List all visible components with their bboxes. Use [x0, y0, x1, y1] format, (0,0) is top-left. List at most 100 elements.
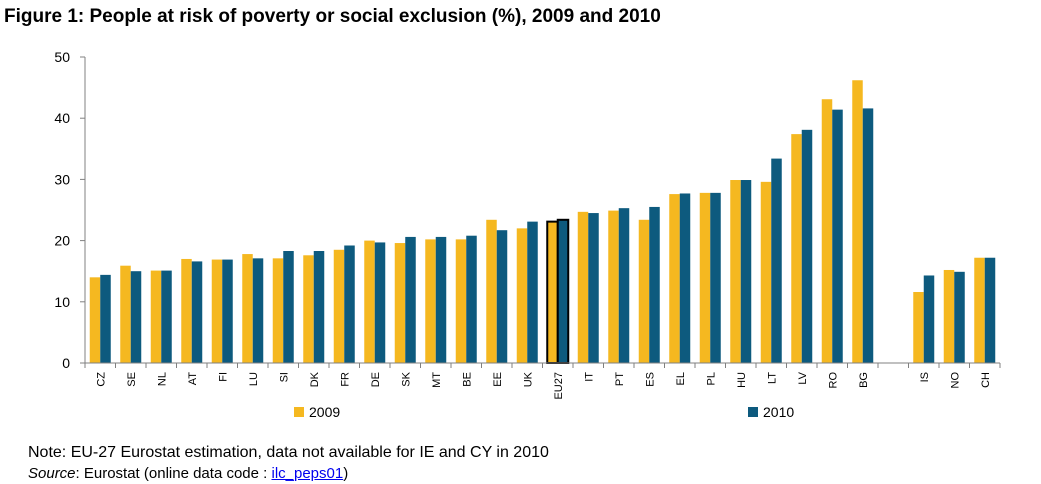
- y-tick-label: 10: [54, 294, 70, 310]
- x-tick-label: HU: [736, 372, 748, 388]
- bar-se-2009: [120, 265, 131, 363]
- figure-title: Figure 1: People at risk of poverty or s…: [4, 6, 661, 27]
- bar-at-2009: [181, 258, 192, 363]
- bar-sk-2009: [394, 243, 406, 363]
- bar-ee-2009: [486, 219, 497, 363]
- source-close: ): [343, 465, 349, 482]
- legend-label-2010: 2010: [763, 404, 794, 420]
- bar-es-2009: [638, 219, 650, 363]
- x-tick-label: NO: [949, 372, 961, 389]
- bar-mt-2009: [425, 239, 436, 363]
- bar-lu-2009: [242, 254, 253, 363]
- x-tick-label: CZ: [95, 372, 107, 387]
- x-tick-label: PL: [705, 372, 717, 385]
- source-text: : Eurostat (online data code :: [75, 465, 272, 482]
- bar-pt-2009: [608, 210, 619, 363]
- bar-it-2009: [577, 211, 589, 363]
- source-code-link[interactable]: ilc_peps01: [271, 465, 344, 482]
- x-tick-label: FR: [339, 372, 351, 387]
- bar-it-2010: [588, 213, 599, 363]
- bar-is-2009: [913, 292, 924, 363]
- x-tick-label: IS: [919, 372, 931, 382]
- bar-dk-2009: [303, 255, 314, 363]
- x-tick-label: EL: [675, 372, 687, 385]
- x-tick-label: NL: [156, 372, 168, 386]
- x-tick-label: LT: [766, 372, 778, 384]
- x-tick-label: FI: [217, 372, 229, 382]
- y-tick-label: 50: [54, 49, 70, 65]
- bar-de-2010: [374, 242, 386, 363]
- bar-mt-2010: [435, 236, 447, 363]
- x-tick-label: PT: [614, 372, 626, 386]
- bar-ee-2010: [496, 230, 508, 363]
- x-tick-label: IT: [583, 372, 595, 382]
- bar-lt-2009: [760, 181, 772, 363]
- y-tick-label: 20: [54, 233, 70, 249]
- bar-si-2010: [283, 251, 294, 363]
- bar-nl-2009: [150, 270, 162, 363]
- y-axis: 0 10 20 30 40 50: [54, 49, 86, 371]
- x-axis: CZ SE NL AT FI LU SI DK FR DE SK MT BE EE UK EU27 IT PT ES…: [84, 362, 1001, 400]
- x-tick-label: MT: [431, 372, 443, 388]
- bar-de-2009: [364, 240, 375, 363]
- x-tick-label: BG: [858, 372, 870, 388]
- bar-lu-2010: [252, 258, 264, 363]
- y-tick-label: 0: [62, 355, 70, 371]
- bar-fi-2010: [222, 259, 233, 363]
- bar-fr-2010: [344, 245, 355, 363]
- bar-pt-2010: [618, 208, 630, 363]
- bar-pl-2010: [710, 192, 721, 363]
- bar-lv-2009: [791, 134, 802, 363]
- bar-se-2010: [130, 271, 142, 363]
- bar-bg-2009: [852, 80, 863, 364]
- x-tick-label: BE: [461, 372, 473, 387]
- legend-swatch-2009: [294, 407, 304, 417]
- x-tick-label: SK: [400, 371, 412, 386]
- x-tick-label: DE: [370, 372, 382, 387]
- bar-ro-2009: [821, 99, 833, 363]
- x-tick-label: EU27: [553, 372, 565, 400]
- bar-sk-2010: [405, 236, 416, 363]
- bar-dk-2010: [313, 251, 325, 363]
- bar-chart: 0 10 20 30 40 50 CZ SE NL AT FI LU SI DK FR DE SK MT BE EE…: [54, 49, 1001, 420]
- legend-label-2009: 2009: [309, 404, 340, 420]
- bar-nl-2010: [161, 270, 172, 363]
- bar-be-2009: [455, 239, 467, 363]
- x-tick-label: SE: [126, 372, 138, 387]
- bar-hu-2010: [740, 180, 752, 363]
- bar-no-2009: [943, 269, 955, 363]
- x-tick-label: LU: [248, 372, 260, 386]
- bar-ch-2010: [984, 257, 996, 363]
- bar-eu27-2009: [546, 220, 559, 364]
- x-tick-label: CH: [980, 372, 992, 388]
- bar-cz-2010: [100, 274, 111, 363]
- bar-uk-2010: [527, 221, 538, 363]
- bar-fi-2009: [211, 259, 223, 363]
- bar-ro-2010: [832, 109, 843, 363]
- x-tick-label: AT: [187, 372, 199, 386]
- bar-no-2010: [954, 271, 965, 363]
- x-tick-label: EE: [492, 372, 504, 387]
- x-tick-label: DK: [309, 371, 321, 387]
- bar-lv-2010: [801, 129, 813, 363]
- bar-is-2010: [923, 275, 935, 363]
- bars: [89, 80, 996, 364]
- y-tick-label: 40: [54, 110, 70, 126]
- source-label: Source: [28, 465, 76, 482]
- bar-si-2009: [272, 258, 284, 363]
- bar-bg-2010: [862, 108, 874, 364]
- figure-note: Note: EU-27 Eurostat estimation, data no…: [28, 444, 549, 461]
- bar-cz-2009: [89, 277, 101, 363]
- x-tick-label: RO: [827, 372, 839, 389]
- bar-fr-2009: [333, 249, 345, 363]
- bar-uk-2009: [516, 228, 528, 363]
- legend: 2009 2010: [294, 404, 794, 420]
- x-tick-label: LV: [797, 371, 809, 384]
- bar-el-2010: [679, 193, 691, 363]
- x-tick-label: ES: [644, 372, 656, 387]
- bar-lt-2010: [771, 158, 782, 363]
- x-tick-label: SI: [278, 372, 290, 382]
- bar-ch-2009: [974, 257, 985, 363]
- x-tick-label: UK: [522, 371, 534, 387]
- bar-hu-2009: [730, 180, 741, 363]
